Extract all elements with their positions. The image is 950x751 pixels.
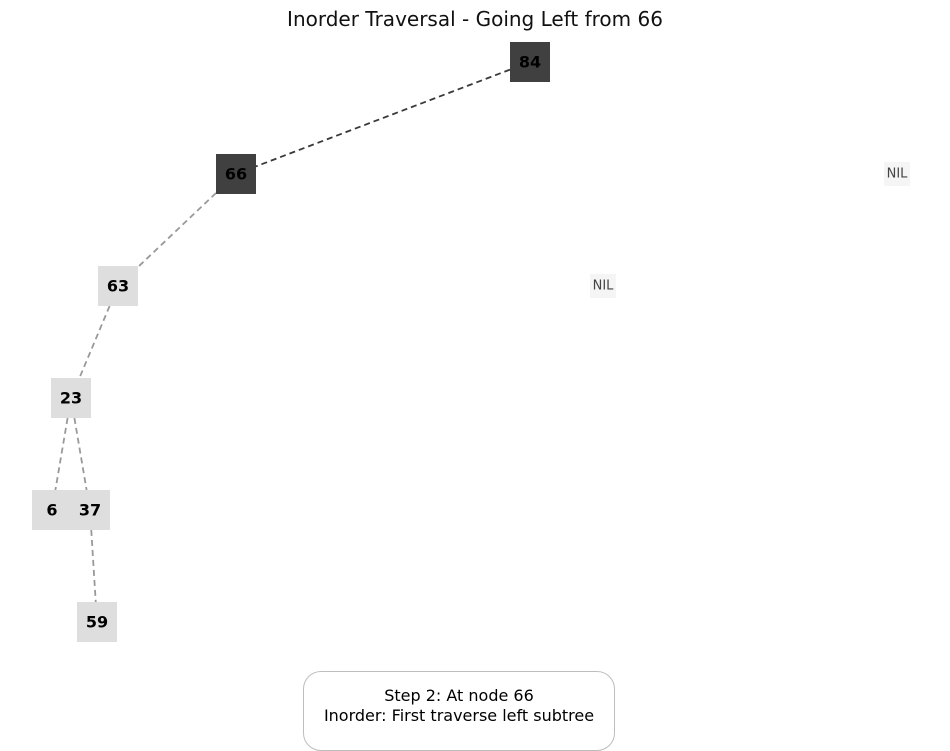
node-label: 59 [86, 613, 108, 632]
tree-node-63: 63 [98, 266, 138, 306]
tree-node-59: 59 [77, 602, 117, 642]
edge-63-23 [78, 305, 111, 379]
node-box [32, 490, 72, 530]
step-caption-line-2: Inorder: First traverse left subtree [323, 706, 595, 725]
nil-node: NIL [590, 274, 616, 298]
node-box [70, 490, 110, 530]
node-box [98, 266, 138, 306]
nil-label: NIL [593, 279, 615, 294]
tree-node-37: 37 [70, 490, 110, 530]
tree-node-84: 84 [510, 42, 550, 82]
edge-66-63 [137, 192, 217, 268]
node-label: 37 [79, 501, 101, 520]
tree-node-6: 6 [32, 490, 72, 530]
edge-84-66 [255, 68, 511, 168]
tree-node-23: 23 [51, 378, 91, 418]
nil-node-box [590, 274, 616, 298]
node-label: 84 [519, 53, 541, 72]
tree-node-66: 66 [216, 154, 256, 194]
nil-node-box [884, 162, 910, 186]
node-box [51, 378, 91, 418]
diagram-title: Inorder Traversal - Going Left from 66 [287, 7, 663, 31]
step-caption-box: Step 2: At node 66 Inorder: First traver… [303, 671, 615, 751]
node-label: 66 [225, 165, 247, 184]
node-box [510, 42, 550, 82]
node-box [77, 602, 117, 642]
nil-node: NIL [884, 162, 910, 186]
step-caption-line-1: Step 2: At node 66 [384, 686, 534, 705]
edges-layer [54, 68, 511, 603]
node-label: 23 [60, 389, 82, 408]
node-label: 63 [107, 277, 129, 296]
edge-37-59 [90, 529, 97, 603]
edge-23-6 [54, 417, 69, 491]
edge-23-37 [73, 417, 88, 491]
node-box [216, 154, 256, 194]
node-label: 6 [46, 501, 57, 520]
nil-label: NIL [887, 167, 909, 182]
nodes-layer: 84 66 63 23 6 37 59 NIL NIL [32, 42, 910, 642]
